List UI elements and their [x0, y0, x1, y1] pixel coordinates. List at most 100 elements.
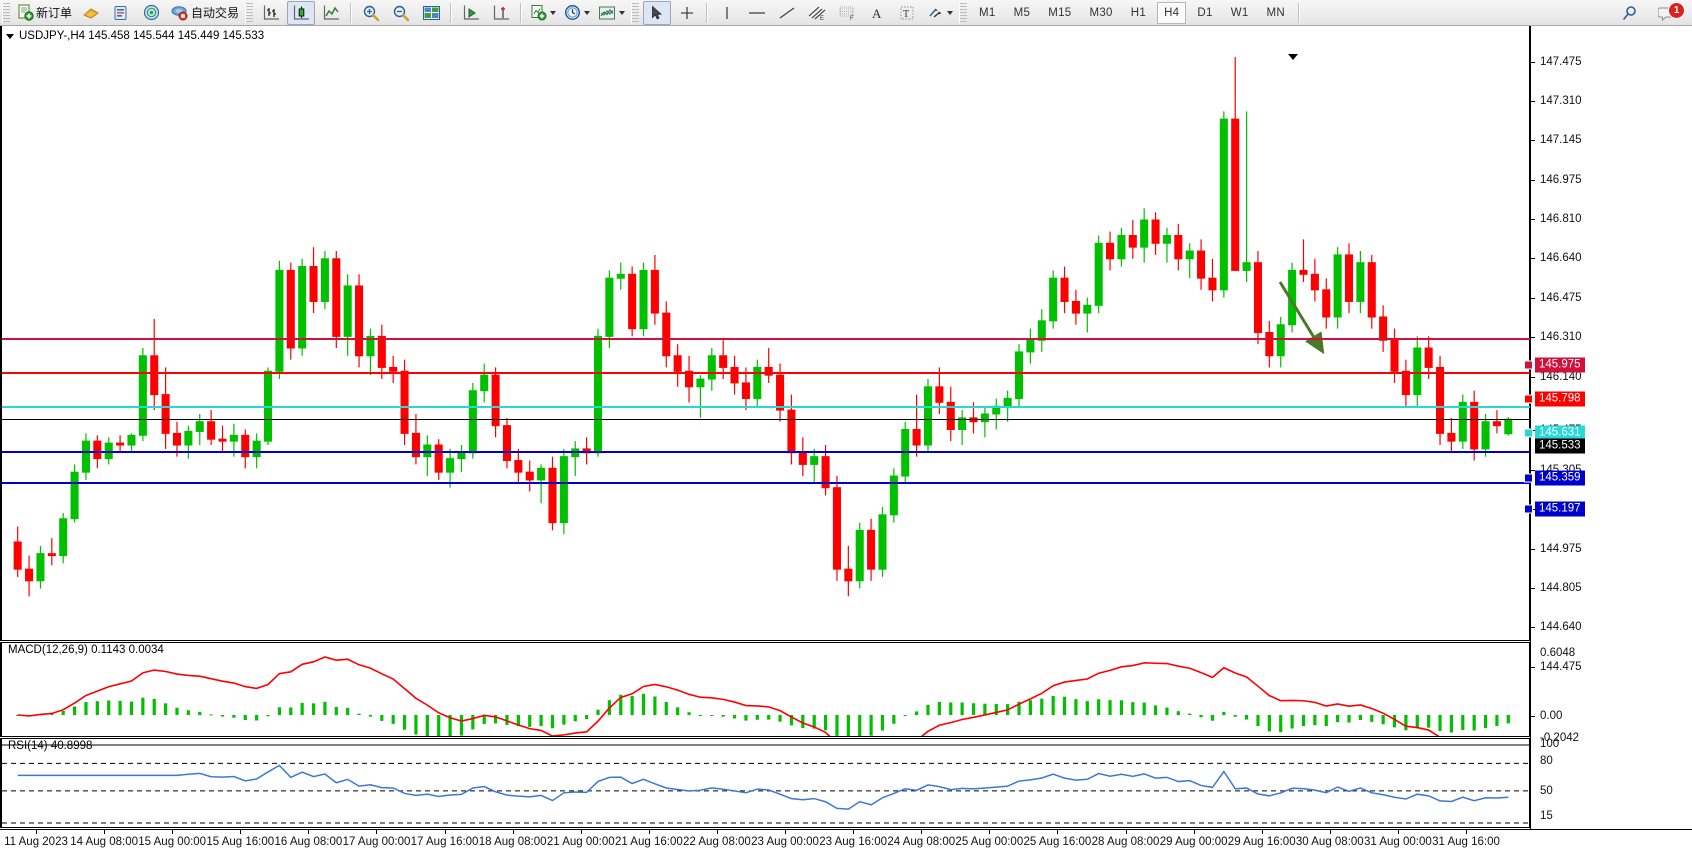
zoom-in-icon [363, 5, 380, 21]
cursor-tool-button[interactable] [643, 0, 672, 25]
arrows-button[interactable] [923, 1, 956, 25]
price-tick-label: 144.640 [1540, 621, 1582, 633]
line-chart-button[interactable] [317, 1, 345, 25]
time-tick [648, 830, 650, 834]
time-tick-label: 18 Aug 08:00 [478, 836, 547, 848]
vertical-line-button[interactable] [713, 1, 741, 25]
timeframe-m15[interactable]: M15 [1048, 6, 1072, 19]
toolbar-grip-3[interactable] [631, 2, 640, 23]
chart-collapse-caret-icon[interactable] [6, 33, 14, 39]
price-line-145359[interactable] [2, 451, 1532, 453]
price-tick [1531, 101, 1535, 102]
price-level-handle[interactable] [1524, 394, 1533, 404]
horizontal-line-button[interactable] [743, 1, 771, 25]
autoscroll-button[interactable] [457, 1, 485, 25]
time-tick-label: 22 Aug 08:00 [683, 836, 751, 848]
timeframe-mn[interactable]: MN [1266, 6, 1286, 19]
price-tick [1531, 180, 1535, 181]
price-level-tag-145975[interactable]: 145.975 [1535, 357, 1585, 373]
price-level-handle[interactable] [1524, 360, 1533, 370]
period-dropdown-caret[interactable] [584, 10, 591, 15]
price-level-handle[interactable] [1524, 504, 1533, 514]
timeframe-w1[interactable]: W1 [1230, 6, 1249, 19]
yellow-book-button[interactable] [77, 1, 105, 25]
arrows-dropdown-caret[interactable] [947, 10, 954, 15]
indicators-dropdown-caret[interactable] [550, 10, 557, 15]
price-pane[interactable] [0, 26, 1532, 641]
price-level-tag-145533[interactable]: 145.533 [1535, 438, 1585, 454]
zoom-in-button[interactable] [357, 1, 385, 25]
candlestick-chart-button[interactable] [287, 0, 316, 25]
time-tick-label: 29 Aug 16:00 [1227, 836, 1296, 848]
notifications-button[interactable]: 1 [1653, 1, 1685, 25]
price-axis[interactable]: 147.475 147.310 147.145 146.975 146.810 146.6… [1524, 26, 1692, 829]
chart-shift-button[interactable] [487, 1, 515, 25]
crosshair-tool-button[interactable] [673, 1, 701, 25]
rsi-pane[interactable]: RSI(14) 40.8998 [0, 738, 1530, 828]
price-tick-label: 146.640 [1540, 252, 1582, 264]
price-tick [1531, 62, 1535, 63]
price-level-handle[interactable] [1524, 428, 1533, 438]
toolbar-separator-4 [706, 2, 709, 23]
fibonacci-button[interactable]: F [833, 1, 861, 25]
timeframe-m1[interactable]: M1 [979, 6, 996, 19]
timeframe-m30[interactable]: M30 [1089, 6, 1113, 19]
price-tick-label: 147.310 [1540, 95, 1582, 107]
time-axis[interactable]: 11 Aug 2023 14 Aug 08:00 15 Aug 00:00 15 Au… [0, 829, 1692, 858]
new-order-button[interactable]: 新订单 [14, 1, 75, 25]
market-watch-button[interactable] [107, 1, 135, 25]
search-button[interactable] [1615, 1, 1643, 25]
price-line-145975[interactable] [2, 338, 1532, 340]
chart-area[interactable]: USDJPY-,H4 145.458 145.544 145.449 145.5… [0, 26, 1692, 858]
trendline-button[interactable] [773, 1, 801, 25]
time-tick-label: 16 Aug 08:00 [274, 836, 343, 848]
price-level-tag-145798[interactable]: 145.798 [1535, 391, 1585, 407]
zoom-out-button[interactable] [387, 1, 415, 25]
price-tick [1531, 667, 1535, 668]
macd-axis-label: 0.6048 [1540, 647, 1576, 659]
templates-dropdown-caret[interactable] [619, 10, 626, 15]
price-line-145631[interactable] [2, 406, 1532, 408]
down-arrow-annotation[interactable] [2, 26, 1530, 639]
price-line-145533-current[interactable] [2, 419, 1532, 420]
indicators-icon [531, 5, 547, 21]
timeframe-d1[interactable]: D1 [1197, 6, 1213, 19]
time-tick [785, 830, 787, 834]
macd-pane[interactable]: MACD(12,26,9) 0.1143 0.0034 [0, 642, 1530, 737]
autoscroll-icon [463, 5, 479, 20]
arrows-icon [929, 8, 942, 18]
bar-chart-button[interactable] [257, 1, 285, 25]
price-tick-label: 146.140 [1540, 371, 1582, 383]
data-window-button[interactable] [417, 1, 445, 25]
price-level-tag-145197[interactable]: 145.197 [1535, 501, 1585, 517]
timeframe-h4[interactable]: H4 [1157, 1, 1187, 24]
price-level-handle[interactable] [1524, 473, 1533, 483]
price-level-tag-145359[interactable]: 145.359 [1535, 470, 1585, 486]
text-tool-button[interactable]: A [863, 1, 891, 25]
price-tick [1531, 430, 1535, 431]
text-label-button[interactable]: T [893, 1, 921, 25]
fibonacci-icon: F [839, 6, 854, 21]
price-line-145798[interactable] [2, 372, 1532, 374]
horizontal-line-icon [749, 11, 766, 14]
time-tick [1397, 830, 1399, 834]
templates-button[interactable] [595, 1, 628, 25]
equidistant-channel-button[interactable]: E [803, 1, 831, 25]
toolbar-grip-1[interactable] [2, 2, 10, 23]
toolbar-grip-2[interactable] [245, 2, 254, 23]
time-tick-label: 31 Aug 00:00 [1363, 836, 1432, 848]
toolbar-grip-4[interactable] [959, 2, 968, 23]
price-level-tag-145631[interactable]: 145.631 [1535, 425, 1585, 441]
price-tick-label: 144.475 [1540, 661, 1582, 673]
price-tick [1531, 470, 1535, 471]
price-tick [1531, 549, 1535, 550]
timeframe-m5[interactable]: M5 [1013, 6, 1031, 19]
auto-trading-button[interactable]: 自动交易 [167, 1, 242, 25]
line-chart-icon [323, 5, 339, 20]
time-tick [104, 830, 106, 834]
indicators-button[interactable] [527, 1, 559, 25]
signals-button[interactable] [137, 1, 165, 25]
period-button[interactable] [561, 1, 593, 25]
timeframe-h1[interactable]: H1 [1130, 6, 1147, 19]
price-line-145197[interactable] [2, 482, 1532, 484]
